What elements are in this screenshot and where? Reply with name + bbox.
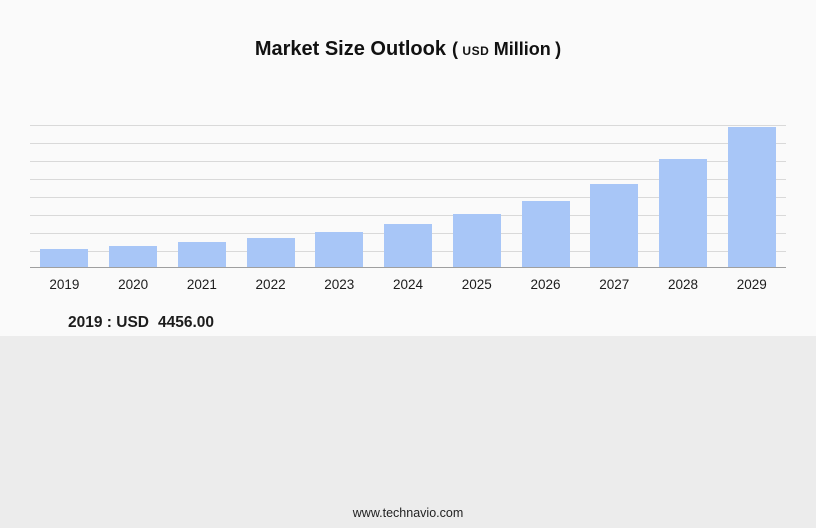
website-url: www.technavio.com xyxy=(352,506,464,520)
bar-slot-2028 xyxy=(649,125,718,267)
bar-2028 xyxy=(658,159,707,267)
base-year-prefix: 2019 : USD xyxy=(68,314,149,331)
bar-2022 xyxy=(246,238,295,267)
bar-slot-2024 xyxy=(374,125,443,267)
bar-2023 xyxy=(315,232,364,267)
bar-2029 xyxy=(727,127,776,267)
bar-slot-2029 xyxy=(717,125,786,267)
bar-slot-2022 xyxy=(236,125,305,267)
market-size-bar-chart xyxy=(30,125,786,268)
x-label-2029: 2029 xyxy=(736,277,767,292)
bars xyxy=(30,125,786,268)
x-label-2023: 2023 xyxy=(324,277,355,292)
x-label-2025: 2025 xyxy=(461,277,492,292)
title-paren-close: ) xyxy=(555,39,562,59)
title-main: Market Size Outlook xyxy=(254,38,446,60)
x-label-2028: 2028 xyxy=(667,277,698,292)
x-label-2027: 2027 xyxy=(599,277,630,292)
bar-slot-2025 xyxy=(442,125,511,267)
bar-2026 xyxy=(521,201,570,267)
bar-slot-2019 xyxy=(30,125,99,267)
x-label-2021: 2021 xyxy=(186,277,217,292)
page-title: Market Size Outlook( USD Million ) xyxy=(0,38,816,61)
bar-2019 xyxy=(40,248,89,267)
x-label-2020: 2020 xyxy=(118,277,149,292)
x-labels: 2019 2020 2021 2022 2023 2024 2025 2026 2027 2028… xyxy=(30,277,786,292)
x-label-2026: 2026 xyxy=(530,277,561,292)
base-year-annotation: 2019 : USD 4456.00 xyxy=(68,314,214,332)
bar-2025 xyxy=(452,214,501,267)
bar-slot-2020 xyxy=(99,125,168,267)
x-label-2019: 2019 xyxy=(49,277,80,292)
title-paren-open: ( xyxy=(451,39,458,59)
bar-2021 xyxy=(177,242,226,267)
x-label-2022: 2022 xyxy=(255,277,286,292)
bar-2024 xyxy=(384,224,433,267)
bar-2027 xyxy=(590,184,639,267)
stats-panel: 23.0% 2025 Year-over-Year ACCELERATING G… xyxy=(0,336,816,528)
bar-slot-2027 xyxy=(580,125,649,267)
bar-slot-2026 xyxy=(511,125,580,267)
bar-2020 xyxy=(109,245,158,267)
bar-slot-2023 xyxy=(305,125,374,267)
title-unit-magnitude: Million xyxy=(493,39,551,59)
title-unit-currency: USD xyxy=(462,44,490,58)
bar-slot-2021 xyxy=(167,125,236,267)
base-year-value: 4456.00 xyxy=(157,314,215,331)
x-label-2024: 2024 xyxy=(393,277,424,292)
